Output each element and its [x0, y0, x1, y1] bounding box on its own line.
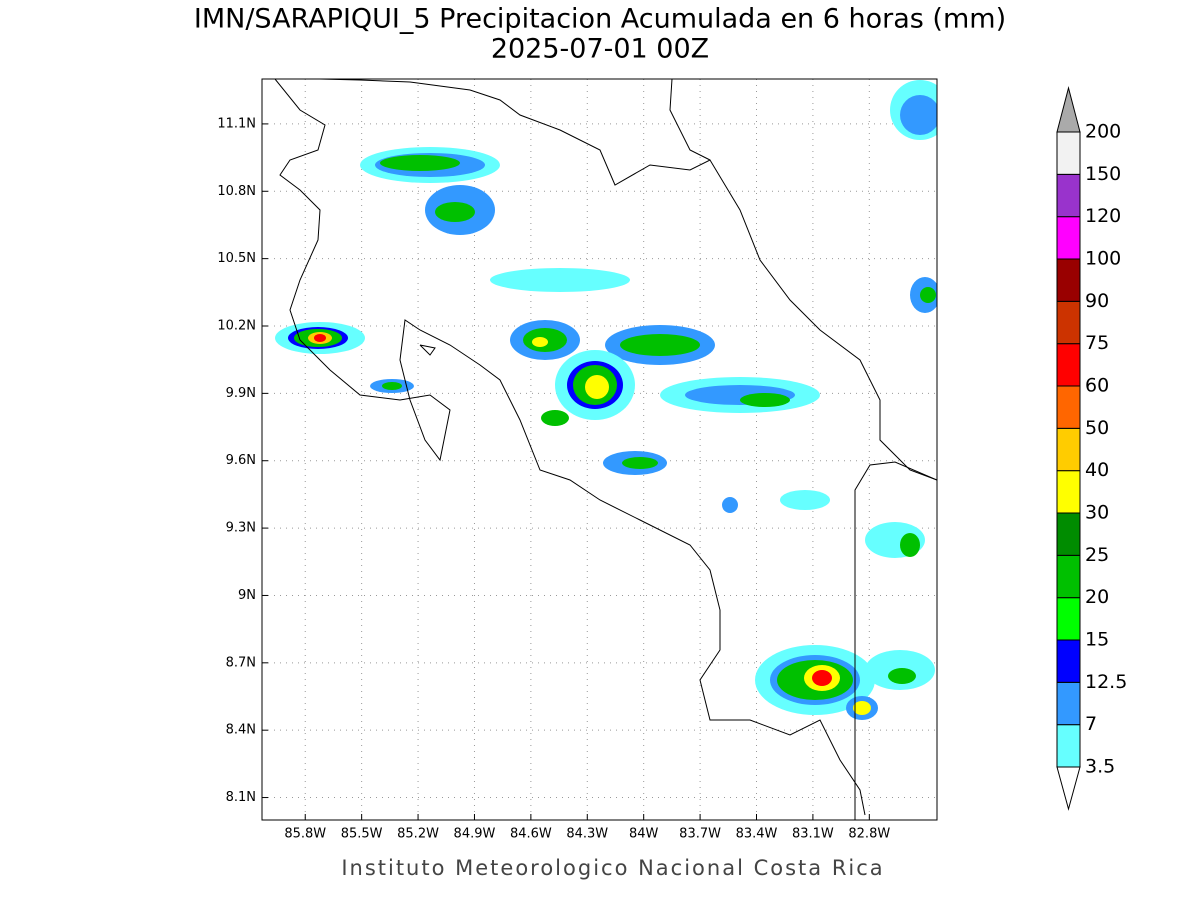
border	[419, 79, 937, 820]
lat-tick-label: 9N	[238, 588, 256, 603]
lat-tick-label: 10.5N	[217, 251, 256, 266]
lon-tick-label: 84W	[629, 827, 659, 842]
title: IMN/SARAPIQUI_5 Precipitacion Acumulada …	[194, 4, 1006, 35]
lat-tick-label: 10.8N	[217, 184, 256, 199]
lon-tick-label: 83.7W	[679, 827, 721, 842]
map-frame	[261, 78, 938, 821]
lon-tick-label: 83.4W	[736, 827, 778, 842]
lon-tick-label: 85.5W	[341, 827, 383, 842]
footer: Instituto Meteorologico Nacional Costa R…	[341, 856, 884, 880]
colorbar-under	[1056, 766, 1081, 811]
subtitle: 2025-07-01 00Z	[491, 34, 709, 65]
colorbar-label: 20	[1085, 586, 1109, 608]
colorbar-box	[1056, 427, 1081, 472]
colorbar: 3.5 7 12.5 15 20 25 30 40 50 60 75 90 100 120 150 200	[1056, 86, 1127, 811]
colorbar-box	[1056, 385, 1081, 429]
colorbar-box	[1056, 300, 1081, 345]
lon-tick-label: 84.3W	[566, 827, 608, 842]
colorbar-box	[1056, 681, 1081, 726]
coastline	[319, 79, 937, 481]
colorbar-label: 100	[1085, 248, 1121, 270]
colorbar-box	[1056, 597, 1081, 641]
lon-tick-label: 84.6W	[510, 827, 552, 842]
colorbar-label: 12.5	[1085, 671, 1127, 693]
colorbar-box	[1056, 216, 1081, 260]
lon-tick-label: 82.8W	[848, 827, 890, 842]
colorbar-label: 200	[1085, 121, 1121, 143]
colorbar-label: 75	[1085, 332, 1109, 354]
colorbar-box	[1056, 343, 1081, 387]
lat-tick-label: 11.1N	[217, 116, 256, 131]
axes: 85.8W 85.5W 85.2W 84.9W 84.6W 84.3W 84W 83.7W 83…	[217, 116, 890, 841]
colorbar-box	[1056, 554, 1081, 599]
lon-tick-label: 85.2W	[397, 827, 439, 842]
colorbar-label: 7	[1085, 713, 1097, 735]
lon-tick-label: 83.1W	[792, 827, 834, 842]
lat-tick-label: 10.2N	[217, 319, 256, 334]
colorbar-box	[1056, 724, 1081, 768]
colorbar-box	[1056, 512, 1081, 556]
colorbar-label: 50	[1085, 417, 1109, 439]
lat-tick-label: 9.6N	[226, 453, 256, 468]
colorbar-box	[1056, 131, 1081, 175]
lat-tick-label: 8.4N	[226, 723, 256, 738]
lat-tick-label: 8.7N	[226, 655, 256, 670]
colorbar-label: 25	[1085, 544, 1109, 566]
colorbar-box	[1056, 173, 1081, 218]
colorbar-box	[1056, 470, 1081, 514]
colorbar-label: 60	[1085, 375, 1109, 397]
precipitation	[275, 80, 937, 720]
colorbar-label: 90	[1085, 290, 1109, 312]
colorbar-label: 40	[1085, 459, 1109, 481]
coastline	[274, 79, 866, 816]
colorbar-label: 150	[1085, 163, 1121, 185]
lat-tick-label: 8.1N	[226, 790, 256, 805]
colorbar-label: 15	[1085, 629, 1109, 651]
colorbar-box	[1056, 639, 1081, 683]
lat-tick-label: 9.9N	[226, 386, 256, 401]
lat-tick-label: 9.3N	[226, 521, 256, 536]
lon-tick-label: 85.8W	[284, 827, 326, 842]
colorbar-box	[1056, 258, 1081, 302]
colorbar-over	[1056, 86, 1081, 133]
map-body	[262, 79, 937, 820]
colorbar-label: 3.5	[1085, 756, 1115, 778]
colorbar-label: 120	[1085, 205, 1121, 227]
lon-tick-label: 84.9W	[454, 827, 496, 842]
colorbar-label: 30	[1085, 502, 1109, 524]
